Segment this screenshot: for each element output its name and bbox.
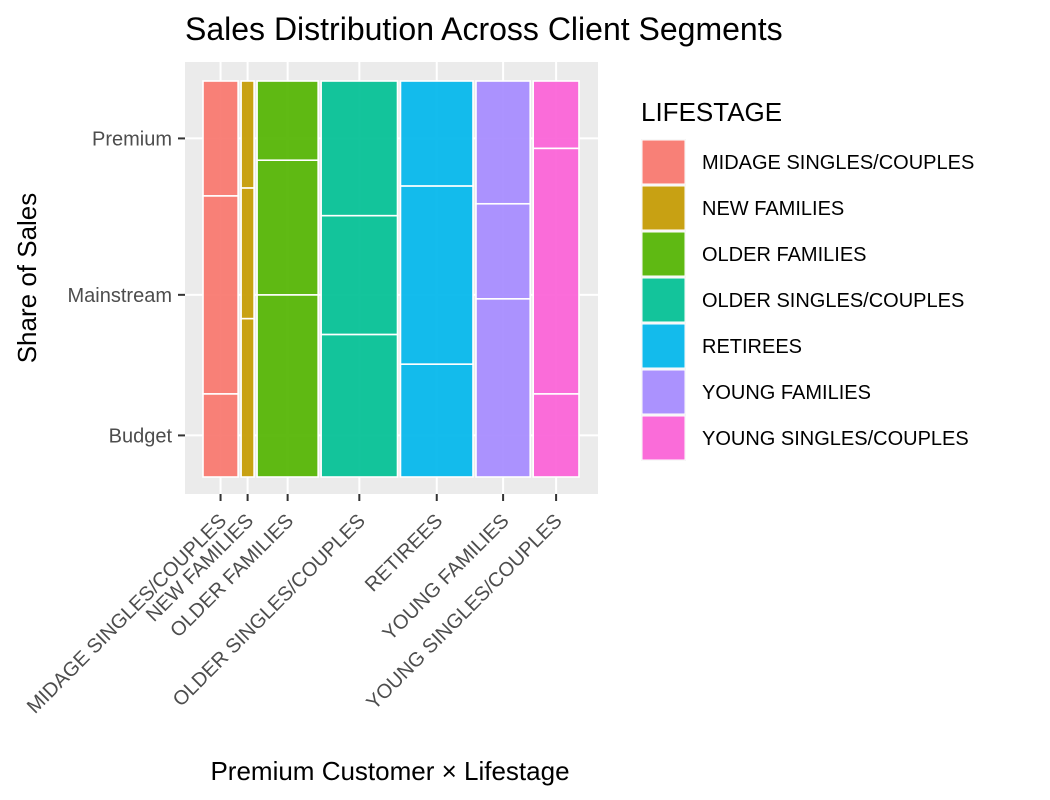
y-tick-label: Premium	[92, 128, 172, 150]
mosaic-tile	[240, 187, 255, 320]
legend-label: YOUNG FAMILIES	[702, 382, 871, 404]
legend-key	[641, 369, 686, 415]
legend-key	[641, 415, 686, 461]
legend-label: OLDER SINGLES/COUPLES	[702, 290, 964, 312]
mosaic-tile	[320, 214, 399, 336]
x-tick-label: YOUNG SINGLES/COUPLES	[362, 510, 566, 714]
x-axis-title: Premium Customer × Lifestage	[210, 756, 569, 786]
legend-key	[641, 139, 686, 185]
mosaic-tiles	[202, 80, 580, 478]
y-tick-label: Mainstream	[68, 285, 172, 307]
mosaic-tile	[399, 363, 474, 478]
mosaic-tile	[399, 185, 474, 365]
legend-label: OLDER FAMILIES	[702, 244, 867, 266]
mosaic-tile	[240, 317, 255, 478]
mosaic-tile	[475, 80, 532, 205]
mosaic-tile	[532, 393, 580, 478]
mosaic-tile	[475, 297, 532, 478]
legend-key	[641, 277, 686, 323]
mosaic-tile	[202, 393, 239, 478]
mosaic-tile	[399, 80, 474, 187]
legend-key	[641, 231, 686, 277]
y-axis-title: Share of Sales	[12, 193, 42, 364]
mosaic-tile	[320, 333, 399, 478]
mosaic-tile	[532, 147, 580, 395]
mosaic-tile	[256, 294, 319, 478]
mosaic-tile	[256, 80, 319, 161]
chart-title: Sales Distribution Across Client Segment…	[185, 11, 783, 47]
legend-label: YOUNG SINGLES/COUPLES	[702, 428, 969, 450]
mosaic-tile	[320, 80, 399, 217]
legend-label: RETIREES	[702, 336, 802, 358]
legend-key	[641, 323, 686, 369]
mosaic-tile	[202, 195, 239, 395]
mosaic-tile	[256, 159, 319, 296]
legend-label: MIDAGE SINGLES/COUPLES	[702, 152, 974, 174]
mosaic-tile	[475, 202, 532, 300]
y-tick-label: Budget	[109, 425, 173, 447]
legend-key	[641, 185, 686, 231]
legend: LIFESTAGE MIDAGE SINGLES/COUPLES NEW FAMI…	[641, 97, 974, 461]
mosaic-tile	[202, 80, 239, 197]
mosaic-tile	[532, 80, 580, 150]
mosaic-tile	[240, 80, 255, 189]
y-axis: Budget Mainstream Premium	[68, 128, 185, 447]
legend-label: NEW FAMILIES	[702, 198, 844, 220]
legend-title: LIFESTAGE	[641, 97, 782, 127]
